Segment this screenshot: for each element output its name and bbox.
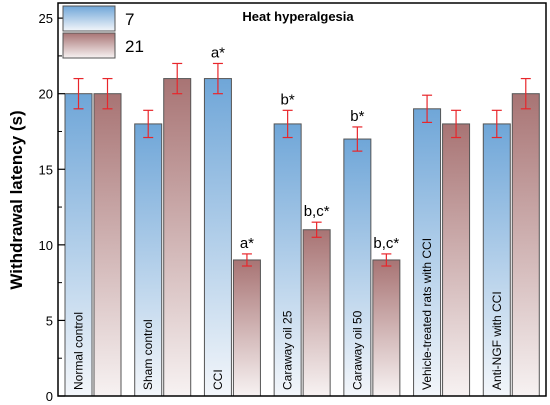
bar-7-1 <box>134 123 163 397</box>
category-label-3: Caraway oil 25 <box>281 310 295 390</box>
error-bar-21-1 <box>172 62 183 95</box>
category-label-6: Anti-NGF with CCI <box>490 291 504 390</box>
y-tick-label-2: 10 <box>39 238 53 253</box>
y-axis-title: Withdrawal latency (s) <box>7 110 26 289</box>
category-label-2: CCI <box>211 369 225 390</box>
y-tick-label-3: 15 <box>39 162 53 177</box>
annotation-4: b* <box>350 108 364 125</box>
bar-21-1 <box>163 78 192 397</box>
bar-21-3 <box>302 229 331 397</box>
legend-swatch-7 <box>62 5 116 32</box>
legend-label-7: 7 <box>125 10 134 29</box>
error-bar-21-2 <box>241 253 252 267</box>
error-bar-7-3 <box>282 109 293 139</box>
annotation-3: b,c* <box>304 203 330 220</box>
bars-layer <box>64 78 540 397</box>
y-axis: 0 5 10 15 20 25 <box>39 11 65 404</box>
category-label-1: Sham control <box>141 319 155 390</box>
error-bar-21-3 <box>311 221 322 238</box>
error-bar-21-0 <box>102 77 113 110</box>
bar-21-5 <box>442 123 471 397</box>
annotation-5: b,c* <box>373 235 399 252</box>
bar-21-0 <box>93 93 122 397</box>
y-tick-label-4: 20 <box>39 87 53 102</box>
annotation-1: a* <box>240 235 254 252</box>
error-bar-7-6 <box>491 109 502 139</box>
y-tick-label-0: 0 <box>46 389 53 404</box>
bar-labels-layer: Normal control Sham control CCI Caraway oil… <box>72 238 504 390</box>
error-bars-layer <box>73 62 531 267</box>
plot-frame <box>57 2 547 397</box>
error-bar-21-5 <box>451 109 462 139</box>
error-bar-21-6 <box>520 77 531 110</box>
error-bar-7-1 <box>143 109 154 139</box>
bar-7-6 <box>482 123 511 397</box>
legend-swatch-21 <box>62 32 116 59</box>
bar-21-2 <box>232 259 261 397</box>
bar-7-4 <box>343 138 372 397</box>
bar-7-2 <box>203 78 232 397</box>
category-label-5: Vehicle-treated rats with CCI <box>420 238 434 390</box>
bar-21-6 <box>511 93 540 397</box>
annotation-0: a* <box>211 44 225 61</box>
bar-7-0 <box>64 93 93 397</box>
legend: 7 21 <box>62 5 144 59</box>
y-tick-label-5: 25 <box>39 11 53 26</box>
category-label-4: Caraway oil 50 <box>350 310 364 390</box>
legend-label-21: 21 <box>125 37 144 56</box>
error-bar-21-4 <box>381 253 392 267</box>
error-bar-7-0 <box>73 77 84 110</box>
category-label-0: Normal control <box>72 312 86 390</box>
bar-21-4 <box>372 259 401 397</box>
chart-title: Heat hyperalgesia <box>242 9 354 24</box>
y-tick-label-1: 5 <box>46 313 53 328</box>
annotations-layer: a* a* b* b,c* b* b,c* <box>211 44 400 251</box>
annotation-2: b* <box>281 91 295 108</box>
error-bar-7-2 <box>212 62 223 95</box>
error-bar-7-5 <box>422 94 433 124</box>
error-bar-7-4 <box>352 126 363 152</box>
